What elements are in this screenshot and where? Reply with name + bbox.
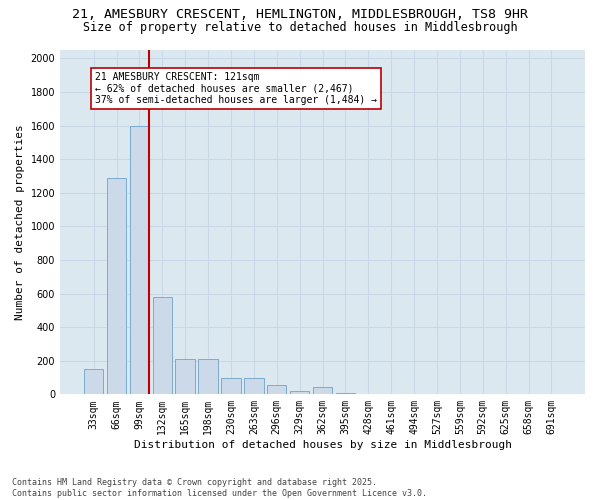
Bar <box>152 297 172 394</box>
Bar <box>84 369 103 394</box>
Bar <box>221 378 241 394</box>
Bar <box>175 359 195 394</box>
Bar <box>130 126 149 394</box>
X-axis label: Distribution of detached houses by size in Middlesbrough: Distribution of detached houses by size … <box>134 440 512 450</box>
Text: Contains HM Land Registry data © Crown copyright and database right 2025.
Contai: Contains HM Land Registry data © Crown c… <box>12 478 427 498</box>
Bar <box>290 391 310 394</box>
Bar <box>313 387 332 394</box>
Text: 21 AMESBURY CRESCENT: 121sqm
← 62% of detached houses are smaller (2,467)
37% of: 21 AMESBURY CRESCENT: 121sqm ← 62% of de… <box>95 72 377 105</box>
Text: 21, AMESBURY CRESCENT, HEMLINGTON, MIDDLESBROUGH, TS8 9HR: 21, AMESBURY CRESCENT, HEMLINGTON, MIDDL… <box>72 8 528 20</box>
Bar <box>244 378 263 394</box>
Y-axis label: Number of detached properties: Number of detached properties <box>15 124 25 320</box>
Bar <box>107 178 126 394</box>
Bar <box>267 385 286 394</box>
Bar <box>199 359 218 394</box>
Text: Size of property relative to detached houses in Middlesbrough: Size of property relative to detached ho… <box>83 21 517 34</box>
